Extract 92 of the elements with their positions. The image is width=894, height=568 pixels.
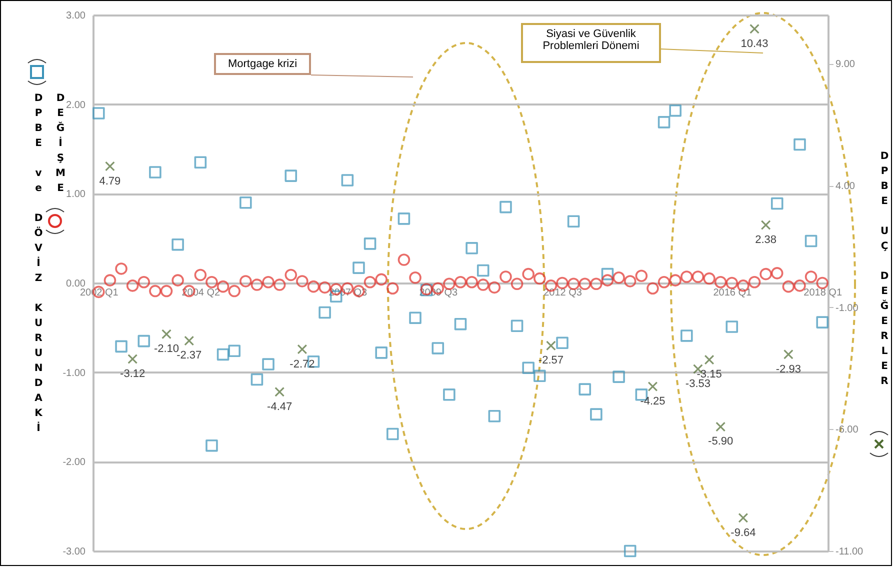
x-tick-label: 2009 Q3: [419, 288, 458, 298]
data-label: 2.38: [755, 234, 777, 246]
y2-tick-label: -1.00: [836, 302, 859, 314]
point: [704, 354, 714, 365]
point: [104, 161, 115, 172]
y-tick-label: -1.00: [62, 368, 86, 379]
y2-tick-label: 9.00: [836, 59, 856, 70]
point: [172, 238, 184, 251]
point: [624, 544, 636, 558]
point: [297, 344, 308, 354]
x-tick-label: 2016 Q1: [713, 288, 752, 298]
annotation: Mortgage krizi: [214, 53, 311, 75]
point: [680, 330, 693, 342]
y2-axis-title: DPBE UÇ DEĞERLER: [878, 151, 891, 393]
y-tick-label: 3.00: [66, 10, 86, 22]
point: [341, 174, 354, 186]
point: [262, 358, 274, 370]
data-label: -2.57: [538, 354, 564, 367]
y-tick-label: 0.00: [66, 278, 86, 290]
point: [432, 342, 444, 354]
point: [488, 410, 501, 422]
point: [804, 234, 818, 248]
point: [669, 104, 682, 117]
point: [149, 166, 162, 178]
y2-tick-label: -6.00: [836, 424, 859, 436]
point: [352, 262, 365, 274]
point: [466, 242, 478, 254]
x-tick-label: 2012 Q3: [544, 288, 582, 298]
point: [128, 354, 138, 364]
y-tick-label: 1.00: [66, 189, 86, 200]
point: [375, 346, 388, 359]
y2-tick-label: 4.00: [836, 181, 856, 192]
y-tick-label: -3.00: [62, 546, 86, 558]
point: [716, 422, 726, 432]
point: [162, 329, 172, 340]
y-tick-label: 2.00: [66, 100, 86, 111]
point: [386, 428, 399, 440]
point: [454, 318, 467, 330]
point: [567, 215, 580, 228]
point: [750, 24, 760, 34]
point: [274, 386, 285, 397]
point: [216, 348, 230, 361]
data-label: -4.47: [267, 400, 292, 413]
point: [816, 316, 828, 328]
point: [522, 362, 534, 374]
point: [510, 320, 524, 332]
data-label: -5.90: [708, 436, 734, 448]
point: [476, 264, 490, 277]
point: [115, 340, 128, 353]
point: [578, 383, 592, 396]
point: [398, 212, 410, 225]
point: [92, 107, 105, 120]
point: [556, 336, 568, 349]
data-label: -2.37: [176, 350, 202, 362]
point: [184, 336, 194, 346]
point: [443, 388, 456, 401]
data-label: -4.25: [640, 396, 666, 408]
point: [284, 170, 298, 182]
point: [500, 200, 512, 214]
y2-tick-label: -11.00: [836, 546, 864, 558]
point: [783, 349, 794, 360]
point: [228, 344, 240, 358]
y-tick-label: -2.00: [62, 457, 86, 468]
point: [364, 238, 376, 250]
data-label: -3.12: [120, 368, 146, 380]
point: [546, 340, 556, 351]
point: [194, 156, 207, 169]
point: [770, 197, 784, 210]
point: [648, 382, 658, 392]
point: [138, 334, 150, 348]
point: [240, 196, 252, 209]
point: [206, 439, 218, 452]
point: [590, 408, 602, 420]
annotation: Siyasi ve Güvenlik Problemleri Dönemi: [521, 23, 661, 63]
point: [612, 370, 625, 383]
point: [726, 320, 738, 333]
point: [794, 138, 806, 151]
x-tick-label: 2018 Q1: [804, 288, 842, 298]
data-label: 4.79: [99, 175, 121, 188]
data-label: 10.43: [740, 38, 768, 50]
data-label: -9.64: [730, 526, 756, 539]
point: [409, 312, 422, 324]
data-label: -2.10: [154, 343, 180, 356]
point: [318, 306, 331, 319]
data-label: -3.53: [685, 378, 710, 390]
data-label: -2.93: [776, 363, 801, 376]
point: [658, 116, 670, 128]
point: [601, 268, 614, 280]
point: [534, 370, 546, 382]
point: [738, 512, 748, 523]
point: [250, 373, 264, 386]
point: [760, 220, 771, 230]
